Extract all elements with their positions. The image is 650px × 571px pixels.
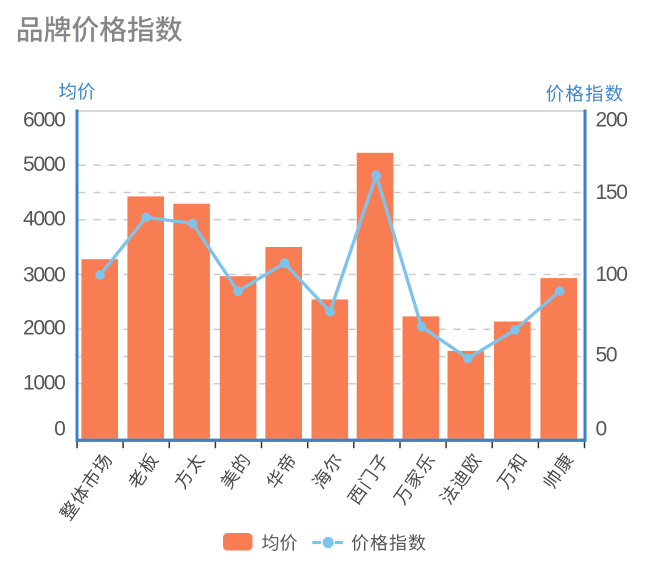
svg-text:2000: 2000 [23,317,65,340]
svg-text:0: 0 [596,418,607,441]
svg-text:4000: 4000 [23,208,65,231]
svg-text:5000: 5000 [23,153,65,176]
svg-text:3000: 3000 [23,263,65,286]
svg-text:1000: 1000 [23,372,65,395]
svg-text:6000: 6000 [23,109,65,132]
svg-text:50: 50 [596,344,617,367]
svg-text:150: 150 [596,181,628,204]
svg-text:100: 100 [596,263,628,286]
svg-text:200: 200 [596,109,628,132]
svg-text:0: 0 [54,417,65,440]
